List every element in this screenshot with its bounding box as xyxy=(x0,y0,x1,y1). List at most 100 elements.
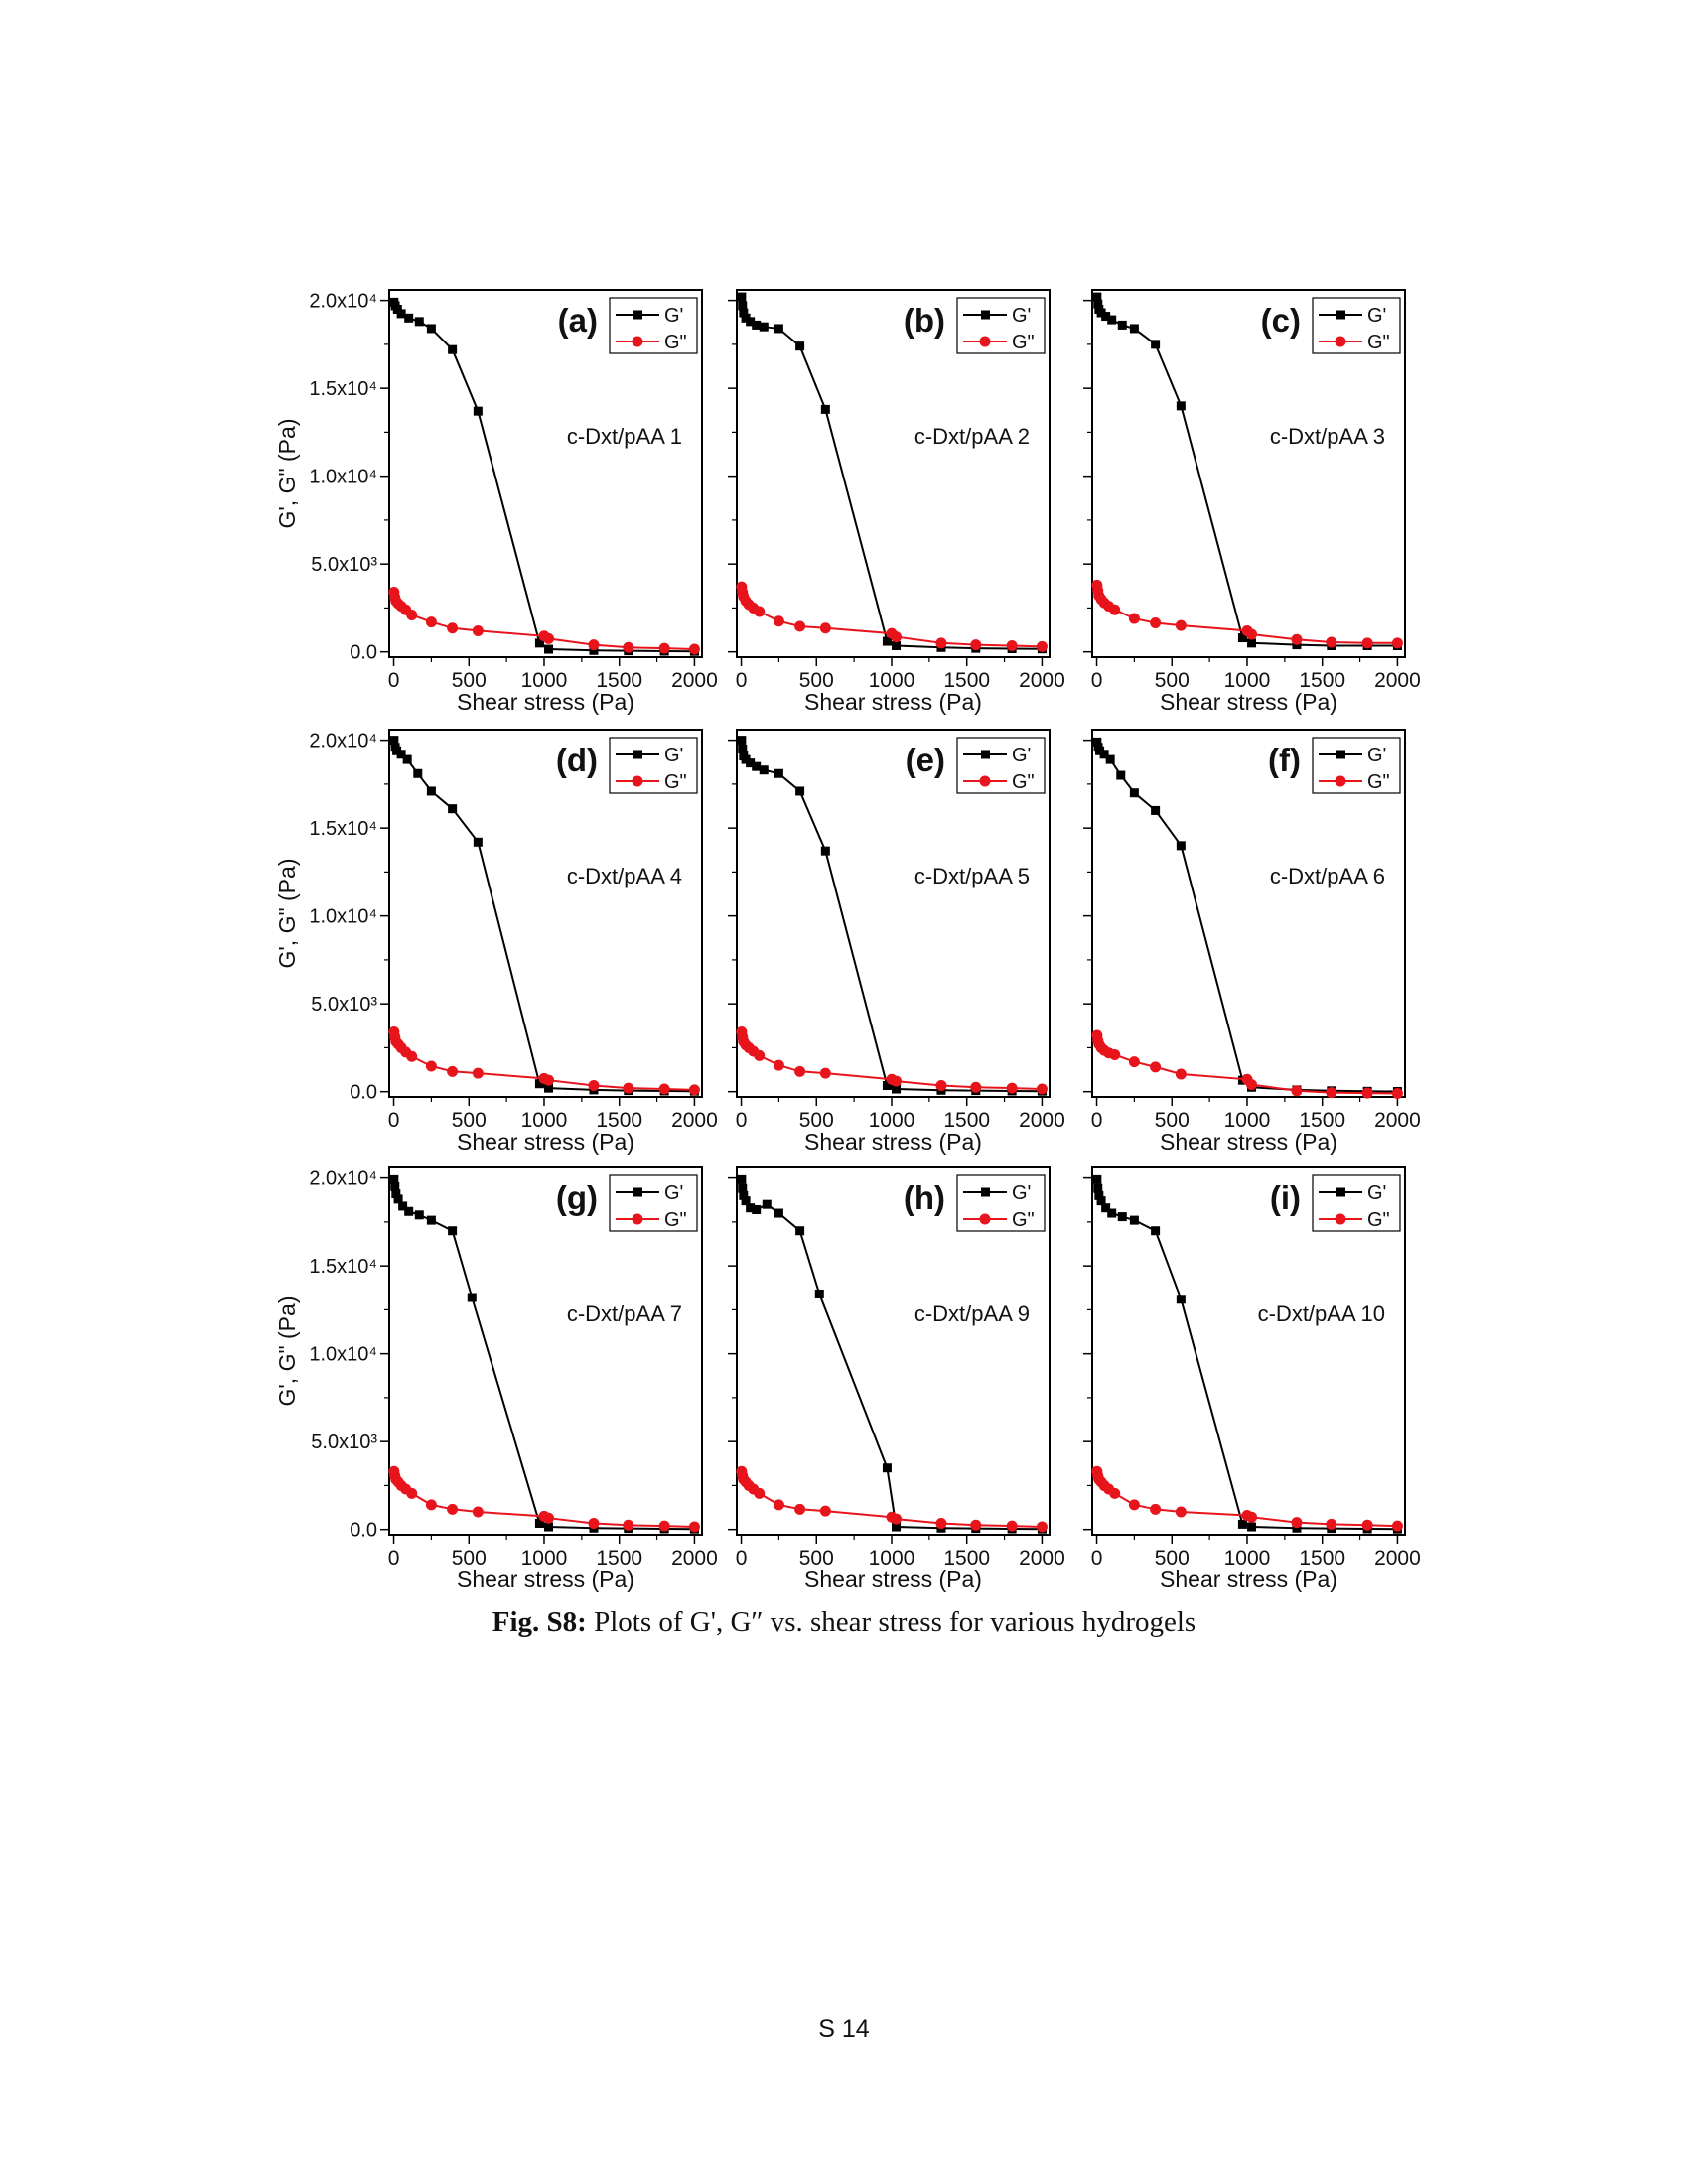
x-tick-label: 1500 xyxy=(596,669,642,692)
g-double-prime-point xyxy=(623,1082,634,1094)
legend-marker xyxy=(1336,310,1345,320)
g-prime-point xyxy=(1093,1183,1103,1193)
legend-label: G" xyxy=(1367,1209,1390,1231)
y-axis-label: G', G" (Pa) xyxy=(274,1297,300,1407)
chart-panel-8: 0 500 1000 1500 2000 Shear stress (Pa) (h) c-Dx… xyxy=(728,1166,1065,1592)
x-tick-label: 1000 xyxy=(1224,1109,1271,1132)
legend-marker xyxy=(981,750,990,759)
g-double-prime-point xyxy=(794,1503,806,1515)
x-tick-label: 0 xyxy=(388,1109,400,1132)
g-double-prime-point xyxy=(970,1081,982,1093)
g-prime-point xyxy=(746,758,756,768)
y-tick-label: 1.0x10⁴ xyxy=(309,467,377,488)
g-double-prime-point xyxy=(1175,619,1187,631)
g-prime-point xyxy=(473,406,483,416)
g-double-prime-point xyxy=(1391,1520,1403,1532)
x-axis-label: Shear stress (Pa) xyxy=(804,689,982,715)
y-tick-label: 1.5x10⁴ xyxy=(309,1256,377,1278)
x-tick-label: 2000 xyxy=(671,1547,718,1570)
g-prime-point xyxy=(820,846,830,856)
g-prime-point xyxy=(759,322,769,332)
g-double-prime-point xyxy=(1006,1082,1018,1094)
panel-label: (i) xyxy=(1270,1179,1301,1216)
panel-label: (g) xyxy=(556,1179,598,1216)
g-prime-point xyxy=(1151,1226,1161,1236)
legend-label: G" xyxy=(1367,771,1390,793)
g-prime-point xyxy=(1107,1208,1117,1218)
chart-panel-6: 0 500 1000 1500 2000 Shear stress (Pa) (f) c-Dx… xyxy=(1083,729,1421,1155)
g-prime-point xyxy=(882,1080,892,1090)
g-double-prime-point xyxy=(794,1065,806,1077)
g-prime-point xyxy=(414,1210,424,1220)
g-prime-point xyxy=(426,786,436,796)
g-double-prime-point xyxy=(1150,1061,1162,1073)
g-double-prime-point xyxy=(688,1521,700,1533)
g-prime-point xyxy=(741,313,751,323)
g-prime-point xyxy=(1129,324,1139,334)
g-double-prime-point xyxy=(1128,1056,1140,1068)
x-tick-label: 1500 xyxy=(1299,1109,1345,1132)
legend-marker xyxy=(981,310,990,320)
y-tick-label: 0.0 xyxy=(350,642,377,664)
g-prime-point xyxy=(1176,841,1186,851)
g-double-prime-point xyxy=(754,1487,766,1499)
g-double-prime-point xyxy=(1175,1068,1187,1080)
g-double-prime-point xyxy=(794,620,806,632)
g-prime-point xyxy=(739,1190,749,1200)
g-prime-point xyxy=(1116,770,1126,780)
x-tick-label: 1500 xyxy=(943,1547,990,1570)
caption-text: Plots of G', G″ vs. shear stress for var… xyxy=(586,1606,1196,1638)
legend-marker xyxy=(632,775,643,787)
g-prime-point xyxy=(1107,315,1117,325)
legend-label: G' xyxy=(664,745,683,766)
g-double-prime-point xyxy=(406,1050,418,1062)
legend-box xyxy=(609,297,698,354)
g-double-prime-point xyxy=(891,1513,903,1525)
g-prime-point xyxy=(1096,1196,1106,1206)
legend-label: G' xyxy=(1012,305,1031,327)
x-tick-label: 1000 xyxy=(521,1547,568,1570)
g-prime-point xyxy=(544,644,554,654)
g-double-prime-point xyxy=(688,1084,700,1096)
g-double-prime-point xyxy=(688,643,700,655)
y-tick-label: 0.0 xyxy=(350,1520,377,1542)
legend-label: G" xyxy=(1012,771,1035,793)
g-double-prime-point xyxy=(1361,637,1373,649)
x-tick-label: 1000 xyxy=(1224,1547,1271,1570)
page-number: S 14 xyxy=(818,2015,870,2043)
g-prime-point xyxy=(741,754,751,764)
g-prime-point xyxy=(393,1194,403,1204)
g-prime-point xyxy=(1237,1519,1247,1529)
g-double-prime-point xyxy=(1246,1511,1258,1523)
x-tick-label: 2000 xyxy=(671,669,718,692)
chart-panel-5: 0 500 1000 1500 2000 Shear stress (Pa) (e) c-Dx… xyxy=(728,729,1065,1155)
legend-marker xyxy=(633,310,642,320)
chart-panel-7: 0 500 1000 1500 2000 Shear stress (Pa) 0.0 5.0x… xyxy=(274,1166,718,1592)
g-double-prime-point xyxy=(970,639,982,651)
g-prime-point xyxy=(534,1079,544,1089)
panel-label: (a) xyxy=(558,302,598,339)
g-double-prime-point xyxy=(935,1517,947,1529)
sample-label: c-Dxt/pAA 3 xyxy=(1270,424,1385,449)
chart-panel-9: 0 500 1000 1500 2000 Shear stress (Pa) (i) c-Dx… xyxy=(1083,1166,1421,1592)
y-tick-label: 2.0x10⁴ xyxy=(309,1168,377,1190)
x-tick-label: 2000 xyxy=(1019,1547,1065,1570)
g-prime-point xyxy=(737,736,747,746)
g-prime-point xyxy=(534,638,544,648)
g-double-prime-point xyxy=(543,632,555,644)
g-prime-point xyxy=(1105,754,1115,764)
g-double-prime-point xyxy=(819,1505,831,1517)
g-double-prime-point xyxy=(472,624,484,636)
g-prime-point xyxy=(1247,1522,1257,1532)
g-double-prime-point xyxy=(1109,604,1121,615)
g-double-prime-point xyxy=(754,1049,766,1061)
x-tick-label: 1500 xyxy=(1299,1547,1345,1570)
legend-label: G' xyxy=(664,1182,683,1204)
legend-marker xyxy=(1335,336,1346,347)
x-tick-label: 0 xyxy=(1091,1109,1103,1132)
x-tick-label: 2000 xyxy=(1374,669,1421,692)
legend-box xyxy=(1312,297,1401,354)
g-double-prime-point xyxy=(970,1519,982,1531)
g-prime-point xyxy=(1099,750,1109,759)
g-double-prime-point xyxy=(623,641,634,653)
